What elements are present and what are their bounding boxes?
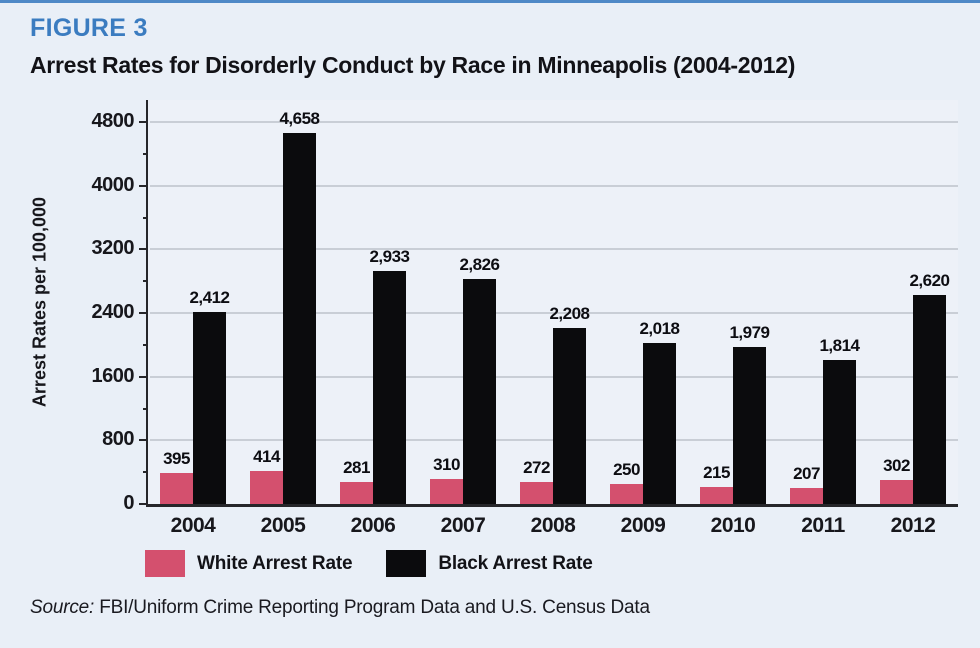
- white-bar-value: 310: [433, 455, 460, 474]
- white-rate-bar: [340, 482, 373, 504]
- y-tick-label: 3200: [91, 237, 135, 260]
- y-tick-label: 800: [102, 428, 134, 451]
- white-bar-value: 207: [793, 464, 820, 483]
- x-tick-label: 2006: [350, 514, 396, 537]
- y-minor-tick: [143, 216, 148, 219]
- black-bar-value: 4,658: [279, 109, 320, 128]
- gridline: [150, 184, 958, 187]
- white-bar-value: 272: [523, 458, 550, 477]
- y-minor-tick: [143, 343, 148, 346]
- source-line: Source: FBI/Uniform Crime Reporting Prog…: [30, 597, 650, 619]
- y-tick-label: 0: [123, 492, 134, 514]
- black-rate-bar: [913, 295, 946, 504]
- white-bar-value: 395: [163, 449, 190, 468]
- y-minor-tick: [143, 280, 148, 283]
- x-tick-label: 2008: [530, 514, 576, 537]
- black-bar-value: 2,620: [909, 271, 950, 290]
- white-rate-bar: [250, 471, 283, 504]
- y-minor-tick: [143, 471, 148, 474]
- black-rate-bar: [733, 347, 766, 504]
- figure-label: FIGURE 3: [30, 14, 148, 42]
- white-rate-bar: [430, 479, 463, 504]
- white-bar-value: 215: [703, 463, 730, 482]
- y-tick-label: 2400: [91, 301, 135, 323]
- gridline: [150, 121, 958, 123]
- source-prefix: Source:: [30, 597, 95, 618]
- black-rate-bar: [193, 312, 226, 504]
- y-tick: [139, 121, 148, 123]
- black-bar-value: 2,208: [549, 304, 590, 323]
- black-bar-value: 1,979: [729, 323, 770, 342]
- y-tick: [139, 184, 148, 187]
- y-tick: [139, 312, 148, 314]
- black-bar-value: 2,412: [189, 288, 230, 307]
- white-rate-bar: [790, 488, 823, 504]
- white-bar-value: 250: [613, 460, 640, 479]
- x-tick-label: 2012: [890, 514, 936, 537]
- legend-item-black: Black Arrest Rate: [386, 550, 593, 577]
- y-tick: [139, 439, 148, 442]
- top-accent-bar: [0, 0, 980, 3]
- legend-item-white: White Arrest Rate: [145, 550, 353, 577]
- x-tick-label: 2010: [710, 514, 756, 537]
- legend: White Arrest Rate Black Arrest Rate: [145, 550, 627, 577]
- y-tick-label: 4000: [91, 173, 135, 196]
- x-tick-label: 2007: [440, 514, 486, 537]
- y-tick: [139, 503, 148, 505]
- black-bar-value: 2,826: [459, 255, 500, 274]
- white-rate-bar: [700, 487, 733, 504]
- black-rate-bar: [463, 279, 496, 504]
- black-bar-value: 1,814: [819, 336, 860, 355]
- legend-label-black: Black Arrest Rate: [438, 552, 593, 574]
- white-rate-bar: [610, 484, 643, 504]
- x-tick-label: 2011: [801, 514, 845, 537]
- y-axis-line: [146, 100, 148, 507]
- black-bar-value: 2,018: [639, 319, 680, 338]
- white-rate-bar: [160, 473, 193, 504]
- source-text: FBI/Uniform Crime Reporting Program Data…: [99, 597, 650, 618]
- x-tick-label: 2005: [260, 514, 306, 537]
- gridline: [150, 312, 958, 314]
- x-axis-line: [146, 504, 958, 507]
- black-rate-bar: [373, 271, 406, 504]
- black-rate-bar: [553, 328, 586, 504]
- black-series-swatch: [386, 550, 427, 577]
- x-tick-label: 2004: [170, 514, 216, 537]
- y-minor-tick: [143, 407, 148, 410]
- y-tick-label: 1600: [91, 364, 135, 387]
- chart-title: Arrest Rates for Disorderly Conduct by R…: [30, 52, 796, 78]
- white-bar-value: 302: [883, 456, 910, 475]
- x-tick-label: 2009: [620, 514, 666, 537]
- white-rate-bar: [880, 480, 913, 504]
- y-minor-tick: [143, 152, 148, 155]
- black-rate-bar: [823, 360, 856, 504]
- black-rate-bar: [643, 343, 676, 504]
- black-rate-bar: [283, 133, 316, 504]
- white-bar-value: 281: [343, 458, 370, 477]
- white-bar-value: 414: [253, 447, 280, 466]
- y-tick: [139, 248, 148, 251]
- white-series-swatch: [145, 550, 185, 577]
- black-bar-value: 2,933: [369, 247, 410, 266]
- white-rate-bar: [520, 482, 553, 504]
- y-tick-label: 4800: [91, 110, 135, 132]
- gridline: [150, 248, 958, 251]
- y-tick: [139, 375, 148, 378]
- legend-label-white: White Arrest Rate: [197, 552, 353, 574]
